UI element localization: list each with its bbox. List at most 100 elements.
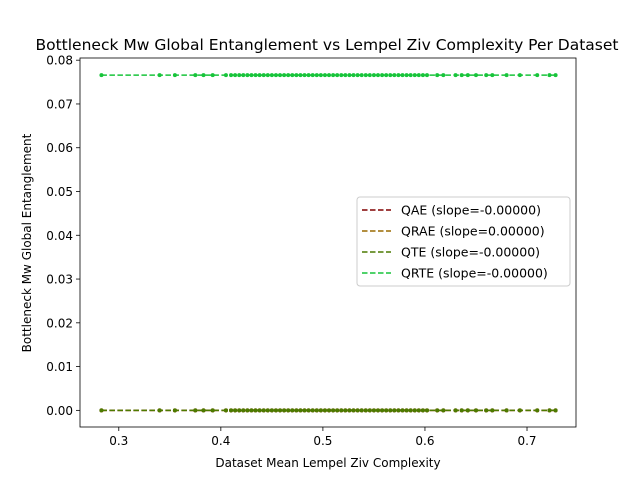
data-point <box>99 73 104 78</box>
data-point <box>412 408 417 413</box>
data-point <box>535 408 540 413</box>
legend-label: QTE (slope=-0.00000) <box>401 245 540 260</box>
x-tick-label: 0.7 <box>517 434 536 448</box>
data-point <box>314 408 319 413</box>
data-point <box>306 408 311 413</box>
y-tick-label: 0.04 <box>46 229 73 243</box>
data-point <box>408 73 413 78</box>
data-point <box>351 408 356 413</box>
data-point <box>484 73 489 78</box>
data-point <box>435 408 440 413</box>
data-point <box>335 73 340 78</box>
data-point <box>210 408 215 413</box>
data-point <box>473 408 478 413</box>
legend-label: QRTE (slope=-0.00000) <box>401 266 548 281</box>
data-point <box>298 408 303 413</box>
data-point <box>286 408 291 413</box>
data-point <box>465 408 470 413</box>
data-point <box>424 408 429 413</box>
data-point <box>459 408 464 413</box>
data-point <box>331 73 336 78</box>
data-point <box>392 408 397 413</box>
data-point <box>327 73 332 78</box>
data-point <box>318 73 323 78</box>
data-point <box>388 408 393 413</box>
data-point <box>400 73 405 78</box>
plot-frame <box>79 57 577 428</box>
data-point <box>367 408 372 413</box>
data-point <box>99 408 104 413</box>
data-point <box>420 408 425 413</box>
data-point <box>404 73 409 78</box>
y-tick-label: 0.06 <box>46 141 73 155</box>
data-point <box>282 73 287 78</box>
data-point <box>310 408 315 413</box>
data-point <box>278 408 283 413</box>
y-tick-label: 0.05 <box>46 185 73 199</box>
data-point <box>233 73 238 78</box>
axes: 0.3 0.4 0.5 0.6 0.7 0.00 0.01 0.02 0.03 0.04 0.05 0… <box>46 54 577 448</box>
data-point <box>416 73 421 78</box>
data-point <box>249 73 254 78</box>
data-point <box>396 73 401 78</box>
legend-item: QAE (slope=-0.00000) <box>362 203 541 218</box>
data-point <box>376 73 381 78</box>
data-point <box>302 408 307 413</box>
data-point <box>201 408 206 413</box>
data-point <box>327 408 332 413</box>
data-point <box>359 408 364 413</box>
data-point <box>376 408 381 413</box>
plot-area <box>99 73 558 413</box>
data-point <box>351 73 356 78</box>
data-point <box>302 73 307 78</box>
data-point <box>249 408 254 413</box>
data-point <box>172 73 177 78</box>
data-point <box>273 408 278 413</box>
data-point <box>535 73 540 78</box>
x-tick-label: 0.3 <box>109 434 128 448</box>
data-point <box>233 408 238 413</box>
data-point <box>547 73 552 78</box>
data-point <box>388 73 393 78</box>
data-point <box>310 73 315 78</box>
legend-label: QRAE (slope=0.00000) <box>401 224 545 239</box>
data-point <box>265 408 270 413</box>
data-point <box>339 408 344 413</box>
data-point <box>318 408 323 413</box>
data-point <box>343 73 348 78</box>
legend: QAE (slope=-0.00000) QRAE (slope=0.00000)… <box>356 196 571 287</box>
data-point <box>504 408 509 413</box>
data-point <box>553 408 558 413</box>
data-point <box>490 73 495 78</box>
data-point <box>416 408 421 413</box>
data-point <box>392 73 397 78</box>
data-point <box>517 73 522 78</box>
data-point <box>363 408 368 413</box>
data-point <box>384 408 389 413</box>
data-point <box>193 408 198 413</box>
data-point <box>294 73 299 78</box>
data-point <box>453 73 458 78</box>
data-point <box>157 73 162 78</box>
data-point <box>553 73 558 78</box>
data-point <box>380 408 385 413</box>
legend-item: QTE (slope=-0.00000) <box>362 245 540 260</box>
data-point <box>229 408 234 413</box>
data-point <box>396 408 401 413</box>
data-point <box>282 408 287 413</box>
data-point <box>253 408 258 413</box>
data-point <box>441 73 446 78</box>
y-tick-label: 0.02 <box>46 316 73 330</box>
data-point <box>157 408 162 413</box>
data-point <box>363 73 368 78</box>
legend-item: QRTE (slope=-0.00000) <box>362 266 548 281</box>
data-point <box>435 73 440 78</box>
data-point <box>408 408 413 413</box>
data-point <box>484 408 489 413</box>
data-point <box>404 408 409 413</box>
data-point <box>359 73 364 78</box>
data-point <box>223 408 228 413</box>
data-point <box>400 408 405 413</box>
data-point <box>367 73 372 78</box>
